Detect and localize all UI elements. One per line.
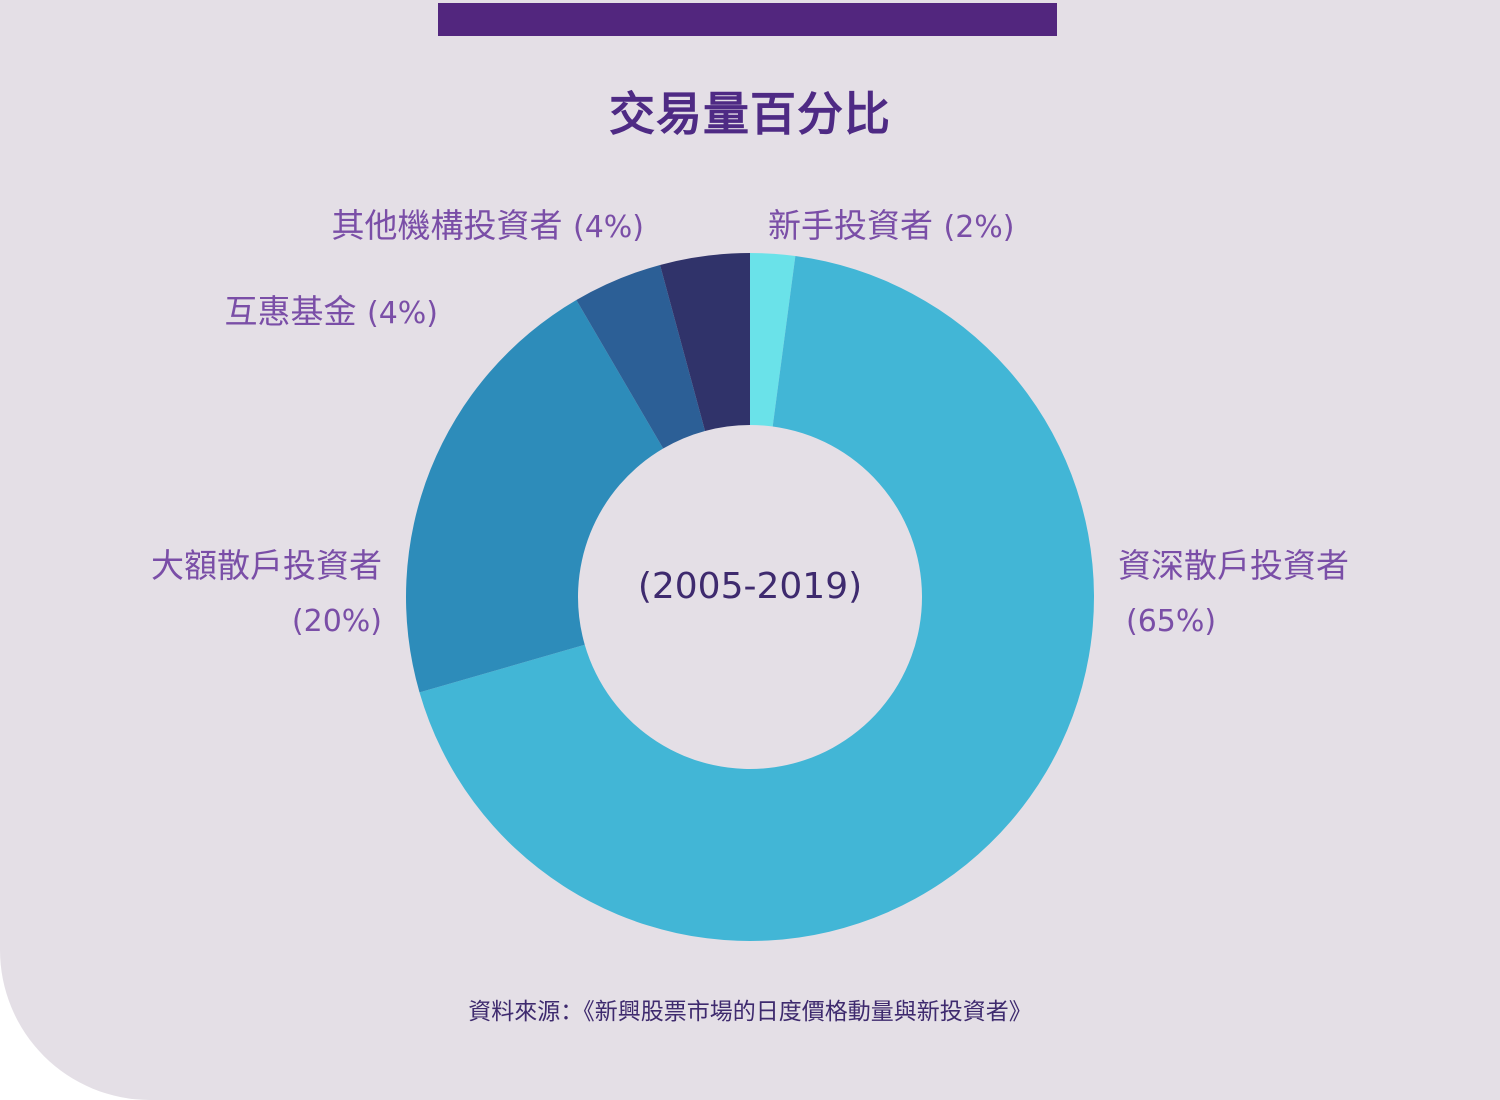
donut-slice-1 [419,256,1094,942]
donut-slice-2 [405,300,664,693]
slice-label-name: 大額散戶投資者 [151,546,382,585]
label-novice-investors: 新手投資者 (2%) [768,198,1015,256]
donut-slice-3 [576,264,706,449]
label-mutual-funds: 互惠基金 (4%) [224,284,438,342]
label-other-institutions: 其他機構投資者 (4%) [331,198,644,256]
slice-label-pct: (20%) [291,604,382,639]
label-experienced-retail: 資深散戶投資者 (65%) [1118,538,1349,650]
center-label: (2005-2019) [637,566,863,607]
slice-label-name: 資深散戶投資者 [1118,546,1349,585]
source-note: 資料來源：《新興股票市場的日度價格動量與新投資者》 [468,999,1032,1025]
slice-label-name: 其他機構投資者 [331,206,563,245]
slice-label-name: 新手投資者 [768,206,933,245]
chart-title: 交易量百分比 [609,87,891,141]
donut-slice-4 [660,253,750,431]
label-large-retail: 大額散戶投資者 (20%) [151,538,382,650]
top-accent-bar [438,3,1057,36]
slice-label-pct: (4%) [366,296,438,331]
slice-label-name: 互惠基金 [224,292,357,331]
donut-slice-0 [750,253,796,427]
slice-label-pct: (2%) [943,210,1015,245]
slice-label-pct: (65%) [1126,604,1217,639]
slice-label-pct: (4%) [572,210,644,245]
